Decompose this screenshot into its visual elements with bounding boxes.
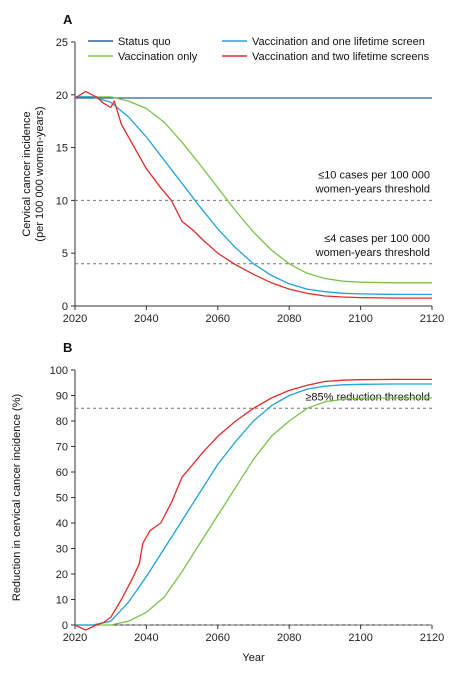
x-tick-label: 2060 [206, 313, 230, 325]
y-tick-label: 5 [62, 248, 68, 260]
legend-entry: Vaccination and two lifetime screens [252, 51, 430, 63]
x-tick-label: 2080 [277, 313, 301, 325]
threshold-label: women-years threshold [315, 247, 430, 259]
series-line-vaccination-and-one-lifetime-screen [75, 383, 432, 626]
x-axis-label: Year [242, 652, 265, 664]
y-axis-label: Reduction in cervical cancer incidence (… [11, 394, 23, 601]
x-tick-label: 2040 [134, 632, 158, 644]
threshold-label: ≤10 cases per 100 000 [318, 169, 430, 181]
series-line-vaccination-only [75, 397, 432, 626]
y-tick-label: 25 [56, 37, 68, 49]
y-tick-label: 70 [56, 442, 68, 454]
y-tick-label: 20 [56, 90, 68, 102]
y-tick-label: 10 [56, 195, 68, 207]
threshold-label: ≥85% reduction threshold [305, 391, 430, 403]
y-tick-label: 60 [56, 467, 68, 479]
y-tick-label: 0 [62, 620, 68, 632]
series-line-vaccination-and-two-lifetime-screens [74, 90, 432, 299]
legend-entry: Vaccination and one lifetime screen [252, 36, 425, 48]
y-tick-label: 20 [56, 569, 68, 581]
y-tick-label: 90 [56, 391, 68, 403]
x-tick-label: 2120 [420, 313, 444, 325]
x-tick-label: 2020 [63, 632, 87, 644]
y-tick-label: 80 [56, 416, 68, 428]
series-line-vaccination-and-one-lifetime-screen [75, 96, 432, 296]
threshold-label: women-years threshold [315, 183, 430, 195]
y-tick-label: 40 [56, 518, 68, 530]
legend-entry: Vaccination only [118, 51, 198, 63]
y-tick-label: 50 [56, 493, 68, 505]
x-tick-label: 2040 [134, 313, 158, 325]
x-tick-label: 2060 [206, 632, 230, 644]
y-tick-label: 15 [56, 143, 68, 155]
legend-entry: Status quo [118, 36, 171, 48]
x-tick-label: 2080 [277, 632, 301, 644]
series-line-vaccination-only [75, 96, 432, 284]
x-tick-label: 2100 [348, 632, 372, 644]
y-axis-label: Cervical cancer incidence [21, 111, 33, 236]
y-tick-label: 30 [56, 544, 68, 556]
y-tick-label: 100 [50, 365, 68, 377]
x-tick-label: 2020 [63, 313, 87, 325]
series-line-vaccination-and-two-lifetime-screens [74, 378, 432, 631]
x-tick-label: 2100 [348, 313, 372, 325]
panel-letter-a: A [63, 12, 73, 27]
panel-letter-b: B [63, 340, 72, 355]
x-tick-label: 2120 [420, 632, 444, 644]
y-tick-label: 10 [56, 595, 68, 607]
y-axis-label: (per 100 000 women-years) [34, 106, 46, 241]
threshold-label: ≤4 cases per 100 000 [324, 233, 430, 245]
y-tick-label: 0 [62, 301, 68, 313]
